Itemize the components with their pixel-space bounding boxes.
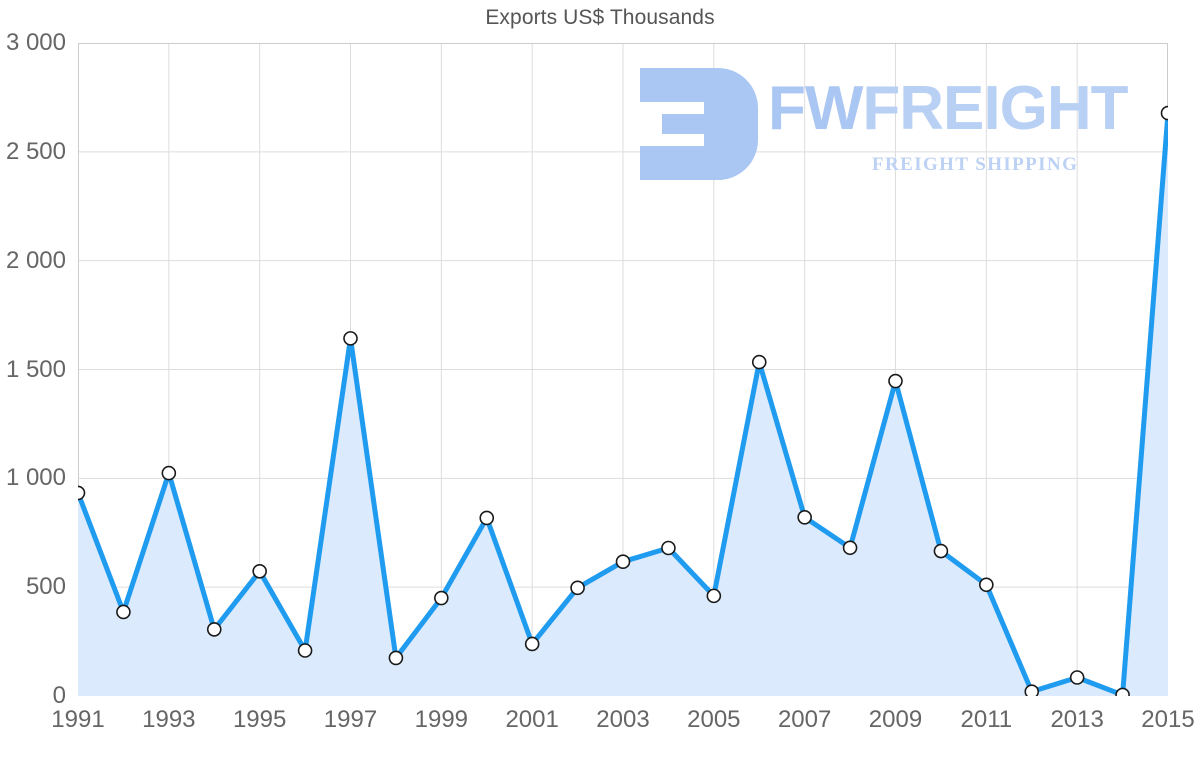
x-axis-tick-label: 1993 [142,706,196,733]
x-axis-tick-label: 2011 [960,706,1013,733]
data-point [1115,687,1130,696]
data-point [78,485,86,501]
y-axis-tick-label: 3 000 [5,29,66,56]
data-point [434,590,449,606]
data-point [343,331,358,346]
data-point [388,650,404,666]
x-axis-tick-label: 2015 [1141,706,1195,733]
x-axis-tick-label: 2009 [868,706,923,733]
data-point [1069,670,1085,685]
data-point [206,622,222,637]
x-axis-tick-label: 1999 [414,706,469,733]
data-point [116,604,131,620]
data-point [252,563,267,579]
x-axis-tick-label: 1995 [232,706,287,733]
x-axis-tick-label: 1997 [323,706,378,733]
data-point [297,643,313,658]
x-axis-tick-label: 2005 [687,706,741,733]
x-axis-tick-label: 2007 [777,706,832,733]
data-point [615,554,631,570]
data-point [570,580,585,596]
data-point [888,373,903,389]
data-point [1024,684,1040,696]
y-axis-tick-label: 2 500 [5,137,66,165]
data-point [706,588,722,604]
data-point [524,636,540,652]
x-axis-tick-label: 1991 [51,706,105,733]
y-axis-tick-label: 500 [25,573,66,601]
y-axis-tick-label: 2 000 [5,246,66,274]
x-axis-tick-labels: 1991 1993 1995 1997 1999 2001 2003 2005 2007 2009… [0,700,1200,750]
data-point [842,540,858,556]
y-axis-tick-labels: 0 500 1 000 1 500 2 000 2 500 3 000 [0,29,66,709]
data-point [933,543,949,559]
y-axis-tick-label: 0 [52,682,66,709]
data-point [1160,105,1168,121]
data-point [979,577,994,593]
x-axis-tick-label: 2003 [596,706,650,733]
chart-canvas [78,43,1168,696]
data-point [661,540,676,556]
data-point [479,510,495,526]
x-axis-tick-label: 2013 [1050,706,1104,733]
x-axis-tick-label: 2001 [505,706,559,733]
y-axis-tick-label: 1 500 [5,355,66,383]
plot-area [78,43,1168,696]
chart-title: Exports US$ Thousands [485,6,715,29]
y-axis-tick-label: 1 000 [5,464,66,492]
data-point [797,509,812,525]
data-point [751,354,767,370]
data-point [161,465,177,481]
